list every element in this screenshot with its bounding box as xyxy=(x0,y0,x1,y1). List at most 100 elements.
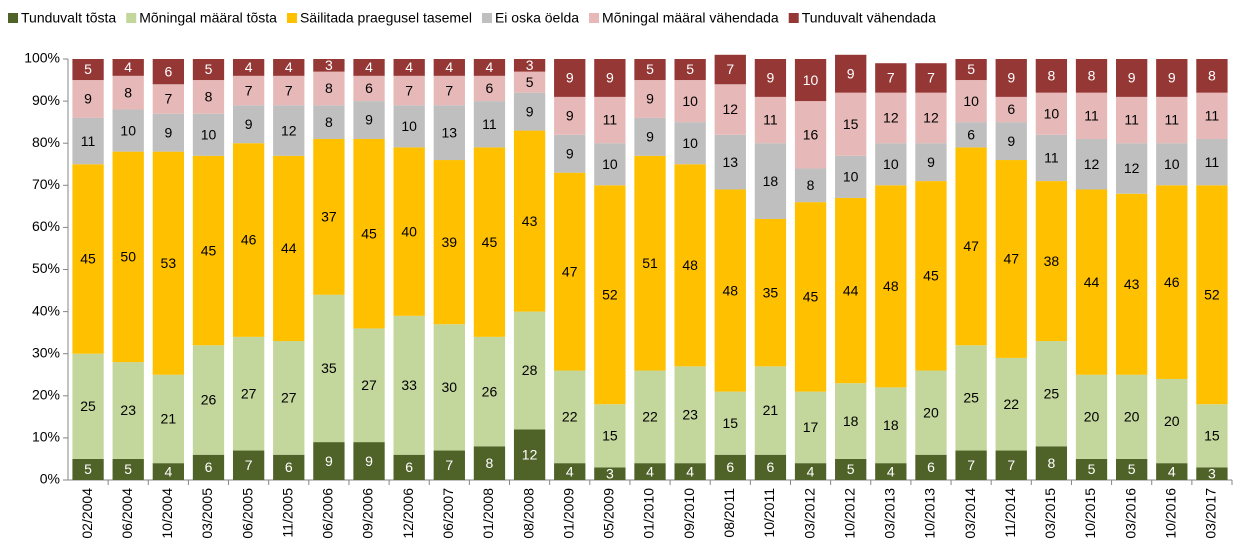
x-tick-label: 12/2006 xyxy=(400,488,416,539)
bar-segment xyxy=(393,147,425,316)
bar-segment xyxy=(955,345,987,451)
data-label: 48 xyxy=(883,278,899,294)
bar-segment xyxy=(794,59,827,102)
bar-segment xyxy=(875,92,907,144)
bar-segment xyxy=(232,143,265,337)
data-label: 6 xyxy=(486,80,494,96)
data-label: 6 xyxy=(1007,101,1015,117)
bar-segment xyxy=(674,164,706,367)
x-tick-label: 10/2012 xyxy=(841,488,857,539)
data-label: 9 xyxy=(927,154,935,170)
bar-segment xyxy=(594,467,626,480)
bar-segment xyxy=(915,181,947,371)
data-label: 18 xyxy=(843,413,859,429)
bar-segment xyxy=(1196,404,1228,468)
data-label: 9 xyxy=(164,124,172,140)
bar-segment xyxy=(1116,458,1148,480)
data-label: 3 xyxy=(606,465,614,481)
data-label: 53 xyxy=(161,255,177,271)
data-label: 18 xyxy=(763,173,779,189)
bar-segment xyxy=(1116,193,1148,375)
data-label: 10 xyxy=(803,72,819,88)
data-label: 23 xyxy=(682,406,698,422)
x-tick-label: 03/2013 xyxy=(882,488,898,539)
data-label: 8 xyxy=(325,80,333,96)
x-tick-label: 09/2010 xyxy=(681,488,697,539)
bar-segment xyxy=(1075,92,1108,139)
bar-segment xyxy=(393,59,425,76)
data-label: 11 xyxy=(763,112,778,128)
bar-segment xyxy=(1196,467,1228,480)
data-label: 4 xyxy=(405,59,413,75)
bar-segment xyxy=(72,59,104,81)
bar-segment xyxy=(1075,374,1108,459)
y-tick-label: 40% xyxy=(32,302,60,318)
bar-segment xyxy=(152,151,184,375)
x-tick-label: 03/2016 xyxy=(1122,488,1138,539)
data-label: 20 xyxy=(1124,409,1140,425)
data-label: 46 xyxy=(1164,274,1180,290)
data-label: 5 xyxy=(967,61,975,77)
data-label: 7 xyxy=(967,457,975,473)
bar-segment xyxy=(112,362,144,459)
data-label: 8 xyxy=(1047,68,1055,84)
bar-segment xyxy=(1035,181,1068,342)
data-label: 11 xyxy=(482,116,497,132)
data-label: 10 xyxy=(120,122,136,138)
bar-segment xyxy=(513,71,546,93)
bar-segment xyxy=(72,80,104,118)
data-label: 12 xyxy=(923,110,939,126)
bar-segment xyxy=(433,450,465,480)
bar-segment xyxy=(393,105,425,148)
bar-segment xyxy=(794,202,827,392)
data-label: 9 xyxy=(606,70,614,86)
bar-segment xyxy=(754,366,787,455)
data-label: 11 xyxy=(1165,112,1180,128)
bar-segment xyxy=(232,336,265,451)
bar-segment xyxy=(353,75,385,102)
bar-segment xyxy=(273,155,305,342)
bar-segment xyxy=(594,404,626,468)
data-label: 4 xyxy=(445,59,453,75)
x-tick-label: 06/2004 xyxy=(119,488,135,539)
data-label: 11 xyxy=(603,112,618,128)
y-tick-label: 0% xyxy=(40,471,60,487)
data-label: 7 xyxy=(445,82,453,98)
x-tick-label: 06/2007 xyxy=(440,488,456,539)
data-label: 47 xyxy=(562,263,578,279)
bar-segment xyxy=(554,134,586,173)
data-label: 5 xyxy=(84,61,92,77)
bar-segment xyxy=(313,105,345,139)
data-label: 20 xyxy=(923,404,939,420)
data-label: 39 xyxy=(442,234,458,250)
data-label: 25 xyxy=(1044,385,1060,401)
bar-segment xyxy=(353,328,385,443)
bar-segment xyxy=(955,450,987,480)
bar-segment xyxy=(393,75,425,106)
y-tick-label: 100% xyxy=(24,50,60,66)
data-label: 45 xyxy=(803,289,819,305)
bar-segment xyxy=(754,218,787,367)
data-label: 22 xyxy=(642,409,658,425)
data-label: 9 xyxy=(767,70,775,86)
bar-segment xyxy=(835,54,867,93)
bar-segment xyxy=(313,71,345,106)
data-label: 5 xyxy=(686,61,694,77)
data-label: 12 xyxy=(1084,156,1100,172)
legend-swatch xyxy=(589,13,600,23)
y-tick-label: 10% xyxy=(32,429,60,445)
data-label: 8 xyxy=(1088,68,1096,84)
data-label: 43 xyxy=(1124,276,1140,292)
bar-segment xyxy=(875,387,907,464)
bar-segment xyxy=(554,172,586,371)
data-label: 12 xyxy=(522,446,538,462)
bar-segment xyxy=(513,130,546,312)
data-label: 5 xyxy=(526,74,534,90)
x-tick-label: 02/2004 xyxy=(79,488,95,539)
bar-segment xyxy=(433,59,465,76)
data-label: 10 xyxy=(401,118,417,134)
data-label: 12 xyxy=(883,110,899,126)
bar-segment xyxy=(634,370,666,464)
bar-segment xyxy=(473,101,506,148)
